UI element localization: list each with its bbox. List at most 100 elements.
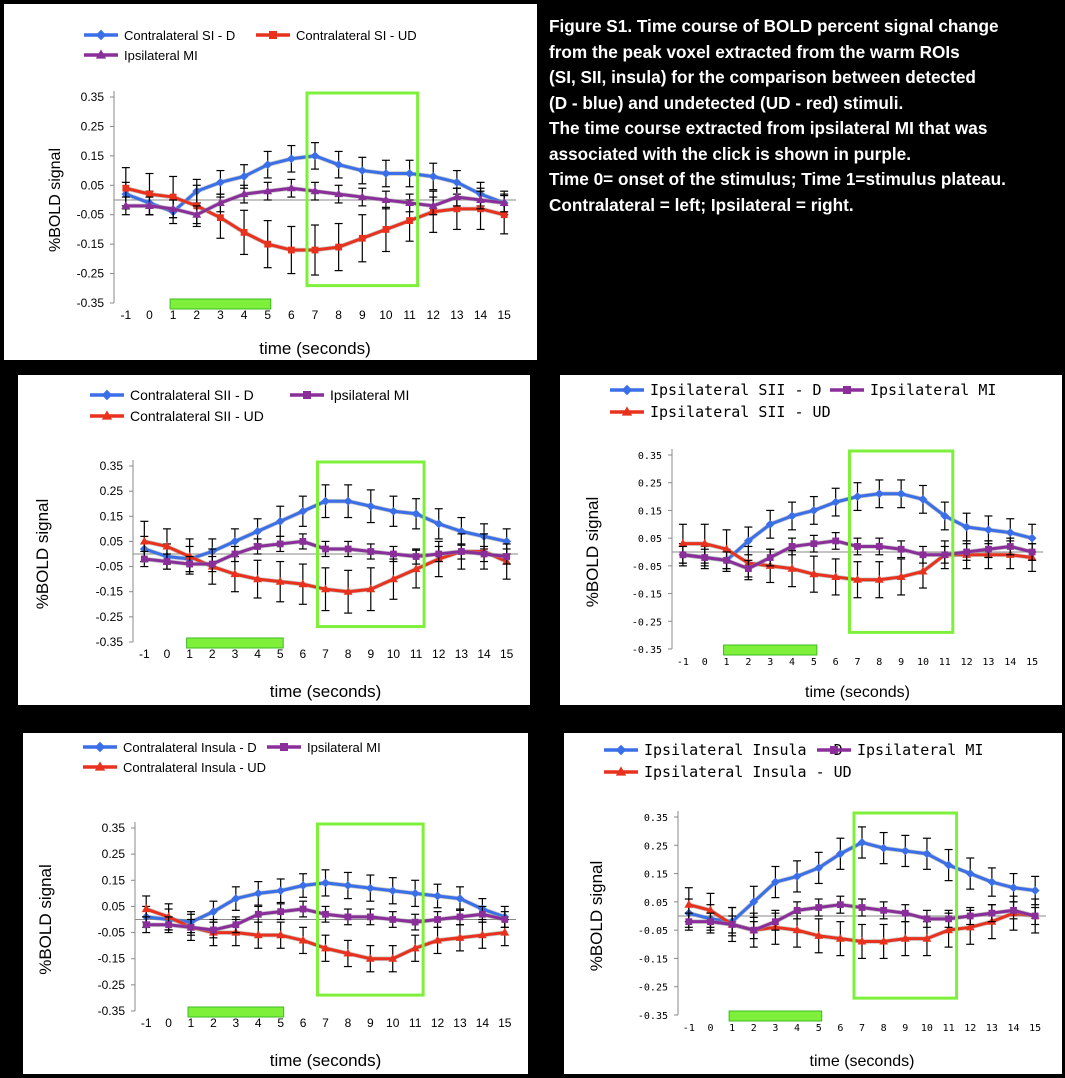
data-point bbox=[310, 186, 320, 195]
x-tick-label: 4 bbox=[254, 647, 261, 661]
data-point bbox=[230, 569, 240, 578]
figure-caption: Figure S1. Time course of BOLD percent s… bbox=[549, 14, 1061, 218]
data-point bbox=[405, 198, 415, 207]
data-point bbox=[880, 906, 888, 914]
highlight-window bbox=[316, 460, 426, 629]
data-point bbox=[453, 205, 461, 213]
x-tick-label: 13 bbox=[455, 647, 469, 661]
x-tick-label: 9 bbox=[367, 647, 374, 661]
x-tick-label: 1 bbox=[188, 1016, 195, 1030]
data-point bbox=[700, 538, 710, 547]
series-blue bbox=[684, 826, 1040, 937]
x-tick-label: 3 bbox=[233, 1016, 240, 1030]
x-tick-label: 15 bbox=[497, 308, 511, 322]
x-tick-label: 4 bbox=[794, 1023, 800, 1034]
x-tick-label: -1 bbox=[683, 1023, 695, 1034]
series-purple bbox=[121, 178, 509, 225]
x-tick-label: -1 bbox=[677, 657, 689, 668]
data-point bbox=[322, 910, 329, 918]
data-point bbox=[874, 574, 884, 583]
legend-entry: Contralateral SII - D bbox=[90, 387, 254, 403]
x-tick-label: 15 bbox=[498, 1016, 512, 1030]
y-tick-label: -0.35 bbox=[632, 645, 662, 656]
data-point bbox=[832, 537, 840, 545]
data-point bbox=[706, 905, 715, 914]
legend-entry: Ipsilateral SII - UD bbox=[610, 403, 831, 421]
y-tick-label: 0.15 bbox=[638, 506, 662, 517]
x-tick-label: 3 bbox=[217, 308, 224, 322]
legend-marker bbox=[621, 406, 633, 416]
data-point bbox=[367, 548, 375, 555]
legend-entry: Contralateral Insula - UD bbox=[83, 760, 266, 775]
legend-label: Ipsilateral Insula - UD bbox=[644, 763, 852, 781]
x-tick-label: 9 bbox=[367, 1016, 374, 1030]
legend-marker bbox=[94, 761, 106, 771]
x-tick-label: 0 bbox=[165, 1016, 172, 1030]
legend-entry: Contralateral Insula - D bbox=[83, 740, 257, 755]
stimulus-bar bbox=[169, 298, 272, 310]
x-tick-label: 0 bbox=[702, 657, 708, 668]
data-point bbox=[963, 548, 971, 556]
y-tick-label: -0.25 bbox=[96, 610, 124, 624]
data-point bbox=[874, 489, 884, 499]
x-tick-label: 14 bbox=[476, 1016, 490, 1030]
y-tick-label: 0.35 bbox=[100, 459, 124, 473]
y-tick-label: -0.05 bbox=[77, 208, 105, 222]
data-point bbox=[499, 198, 509, 207]
data-point bbox=[253, 888, 263, 898]
highlight-window bbox=[305, 91, 420, 288]
x-tick-label: 0 bbox=[164, 647, 171, 661]
data-point bbox=[231, 550, 239, 558]
x-tick-label: 3 bbox=[767, 657, 773, 668]
data-point bbox=[334, 160, 344, 170]
x-tick-label: 12 bbox=[427, 308, 441, 322]
x-tick-label: 5 bbox=[277, 647, 284, 661]
data-point bbox=[145, 201, 154, 209]
x-tick-label: 12 bbox=[961, 657, 973, 668]
data-point bbox=[389, 916, 397, 923]
series-red bbox=[684, 887, 1040, 960]
y-tick-label: -0.35 bbox=[638, 1011, 668, 1022]
data-point bbox=[810, 540, 818, 548]
y-tick-label: -0.35 bbox=[98, 1004, 126, 1018]
x-tick-label: 13 bbox=[453, 1016, 467, 1030]
data-point bbox=[788, 543, 796, 550]
data-point bbox=[209, 907, 218, 917]
data-point bbox=[815, 904, 823, 911]
y-tick-label: 0.25 bbox=[638, 479, 662, 490]
y-tick-label: 0.35 bbox=[638, 451, 662, 462]
data-point bbox=[772, 918, 779, 926]
data-point bbox=[941, 551, 949, 559]
x-tick-label: 7 bbox=[854, 657, 860, 668]
data-point bbox=[723, 556, 730, 564]
series-red bbox=[139, 520, 512, 614]
data-point bbox=[428, 201, 438, 209]
y-tick-label: 0.35 bbox=[81, 90, 105, 104]
x-tick-label: 2 bbox=[209, 647, 216, 661]
data-point bbox=[853, 492, 862, 501]
data-point bbox=[853, 574, 862, 583]
y-tick-label: -0.15 bbox=[632, 590, 662, 601]
data-point bbox=[321, 943, 330, 952]
data-point bbox=[987, 877, 997, 887]
data-point bbox=[434, 916, 441, 923]
data-point bbox=[366, 913, 374, 921]
x-tick-label: 3 bbox=[232, 647, 239, 661]
data-point bbox=[185, 551, 195, 560]
y-axis-title: %BOLD signal bbox=[47, 148, 64, 252]
data-point bbox=[919, 551, 927, 559]
data-point bbox=[253, 526, 262, 536]
data-point bbox=[321, 496, 330, 506]
y-tick-label: 0.05 bbox=[638, 534, 662, 545]
data-point bbox=[962, 522, 972, 532]
legend-label: Contralateral SII - D bbox=[130, 387, 254, 403]
data-point bbox=[966, 912, 974, 920]
data-point bbox=[169, 193, 177, 201]
data-point bbox=[854, 543, 861, 550]
legend-entry: Ipsilateral MI bbox=[267, 740, 381, 755]
data-point bbox=[944, 925, 954, 934]
y-tick-label: -0.15 bbox=[96, 585, 124, 599]
legend-label: Contralateral SII - UD bbox=[130, 408, 264, 424]
data-point bbox=[412, 553, 420, 560]
data-point bbox=[787, 511, 797, 521]
